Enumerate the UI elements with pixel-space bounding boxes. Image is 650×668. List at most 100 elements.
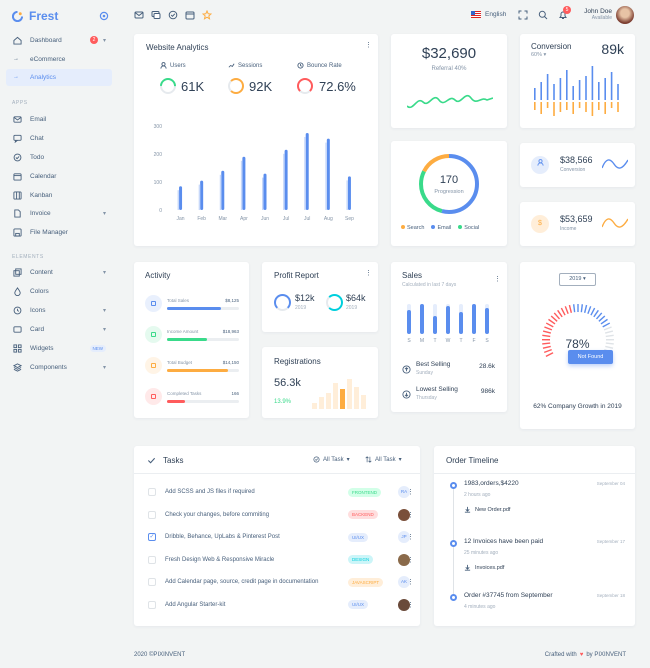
conversion-card: Conversion 60% ▾ 89k: [520, 34, 635, 128]
task-filter-1[interactable]: All Task ▾: [313, 456, 350, 463]
card-title: Activity: [145, 271, 171, 280]
task-checkbox[interactable]: [148, 488, 156, 496]
arrow-right-icon: →: [13, 74, 19, 80]
check-circle-icon[interactable]: [168, 10, 178, 20]
user-info[interactable]: John Doe Available: [580, 8, 612, 21]
task-row[interactable]: Add Angular Starter-kit UI/UX ⋮: [148, 595, 414, 615]
conversion-bar-down: [585, 102, 587, 112]
brand[interactable]: Frest: [12, 9, 58, 23]
more-vertical-icon[interactable]: ⋮: [407, 489, 414, 496]
sidebar-item-dashboard[interactable]: Dashboard 2 ▾: [6, 32, 112, 49]
home-icon: [13, 36, 22, 45]
settings-icon[interactable]: [99, 11, 109, 21]
chart-bar: [200, 180, 204, 210]
gauge-tick: [605, 334, 614, 338]
avatar[interactable]: [398, 508, 410, 521]
check-circle-icon: [313, 456, 320, 463]
task-row[interactable]: Fresh Design Web & Responsive Miracle DES…: [148, 550, 414, 570]
avatar[interactable]: [616, 6, 634, 24]
header-shortcuts: [134, 10, 212, 20]
sidebar-item-invoice[interactable]: Invoice ▾: [6, 205, 112, 222]
referral-value: $32,690: [421, 45, 477, 62]
chart-bar-shadow: [283, 153, 285, 210]
task-row[interactable]: Add SCSS and JS files if required FRONTEN…: [148, 482, 414, 502]
task-checkbox[interactable]: ✓: [148, 533, 156, 541]
timeline-file[interactable]: Invoices.pdf: [464, 564, 504, 571]
conversion-bar-up: [617, 84, 619, 100]
sales-card: Sales Calculated in last 7 days ⋮ S M T W T F…: [391, 262, 507, 412]
more-vertical-icon[interactable]: ⋮: [365, 270, 372, 277]
legend-item-social: Social: [458, 225, 479, 231]
mail-icon[interactable]: [134, 10, 144, 20]
avatar[interactable]: RA: [398, 486, 410, 498]
arrow-right-icon: →: [13, 56, 19, 62]
sidebar-item-email[interactable]: Email: [6, 111, 112, 128]
chevron-down-icon: ▾: [102, 327, 106, 333]
conversion-bar-down: [566, 102, 568, 110]
year-select[interactable]: 2019 ▾: [559, 273, 596, 286]
sidebar-item-file-manager[interactable]: File Manager: [6, 224, 112, 241]
more-vertical-icon[interactable]: ⋮: [407, 511, 414, 519]
sidebar-item-todo[interactable]: Todo: [6, 149, 112, 166]
more-vertical-icon[interactable]: ⋮: [407, 601, 414, 609]
activity-value: 166: [231, 391, 239, 396]
avatar[interactable]: [398, 598, 410, 611]
more-vertical-icon[interactable]: ⋮: [365, 42, 372, 49]
gauge-tick: [595, 312, 603, 320]
activity-progress-track: [167, 400, 239, 403]
more-vertical-icon[interactable]: ⋮: [407, 556, 414, 564]
activity-card: Activity Total Sales $8,125 Income Amount $…: [134, 262, 249, 418]
timeline-title: Order #37745 from September: [464, 592, 553, 599]
timeline-file[interactable]: New Order.pdf: [464, 506, 510, 513]
best-selling-label: Best Selling: [416, 361, 451, 368]
search-icon[interactable]: [538, 10, 548, 20]
sidebar-item-kanban[interactable]: Kanban: [6, 187, 112, 204]
stat-label: Sessions: [238, 62, 263, 69]
referral-card: $32,690 Referral 40%: [391, 34, 507, 128]
sidebar-item-card[interactable]: Card ▾: [6, 321, 112, 338]
stat-sessions-label-row: Sessions: [228, 62, 262, 69]
sidebar-item-icons[interactable]: Icons ▾: [6, 302, 112, 319]
fullscreen-icon[interactable]: [518, 10, 528, 20]
chat-icon[interactable]: [151, 10, 161, 20]
activity-icon: [145, 295, 162, 312]
sidebar-item-colors[interactable]: Colors: [6, 283, 112, 300]
star-icon[interactable]: [202, 10, 212, 20]
task-row[interactable]: ✓ Dribble, Behance, UpLabs & Pinterest Po…: [148, 527, 414, 547]
timeline-file-name: Invoices.pdf: [475, 564, 505, 571]
task-filter-2[interactable]: All Task ▾: [365, 456, 402, 463]
activity-value: $18,963: [222, 329, 239, 334]
task-row[interactable]: Check your changes, before commiting BACK…: [148, 505, 414, 525]
card-subtitle: Calculated in last 7 days: [402, 282, 457, 288]
timeline-ago: 4 minutes ago: [464, 604, 496, 610]
sidebar-item-chat[interactable]: Chat: [6, 130, 112, 147]
avatar[interactable]: [398, 553, 410, 566]
avatar[interactable]: JP: [398, 531, 410, 543]
more-vertical-icon[interactable]: ⋮: [407, 534, 414, 541]
sidebar-item-content[interactable]: Content ▾: [6, 264, 112, 281]
task-checkbox[interactable]: [148, 578, 156, 586]
sidebar-item-label: Analytics: [30, 74, 57, 81]
task-checkbox[interactable]: [148, 600, 156, 609]
more-vertical-icon[interactable]: ⋮: [494, 276, 501, 283]
sidebar-item-widgets[interactable]: Widgets NEW: [6, 340, 112, 357]
avatar[interactable]: AK: [398, 576, 410, 588]
task-checkbox[interactable]: [148, 555, 156, 564]
calendar-icon[interactable]: [185, 10, 195, 20]
conversion-bar-up: [566, 70, 568, 100]
tasks-card: Tasks All Task ▾ All Task ▾ Add SCSS and…: [134, 446, 420, 626]
task-row[interactable]: Add Calendar page, source, credit page i…: [148, 572, 414, 592]
dashboard-badge: 2: [90, 36, 98, 44]
more-vertical-icon[interactable]: ⋮: [407, 579, 414, 586]
language-selector[interactable]: English: [471, 11, 506, 18]
conversion-pct[interactable]: 60% ▾: [531, 52, 547, 58]
sidebar-item-label: Todo: [30, 154, 45, 161]
sidebar-item-components[interactable]: Components ▾: [6, 359, 112, 376]
registrations-pct: 13.9%: [274, 399, 292, 405]
sidebar-item-analytics[interactable]: → Analytics: [6, 69, 112, 86]
sidebar-item-ecommerce[interactable]: → eCommerce: [6, 51, 112, 68]
sidebar-item-calendar[interactable]: Calendar: [6, 168, 112, 185]
timeline-dot: [450, 540, 457, 547]
activity-progress-fill: [167, 369, 229, 372]
task-checkbox[interactable]: [148, 510, 156, 519]
